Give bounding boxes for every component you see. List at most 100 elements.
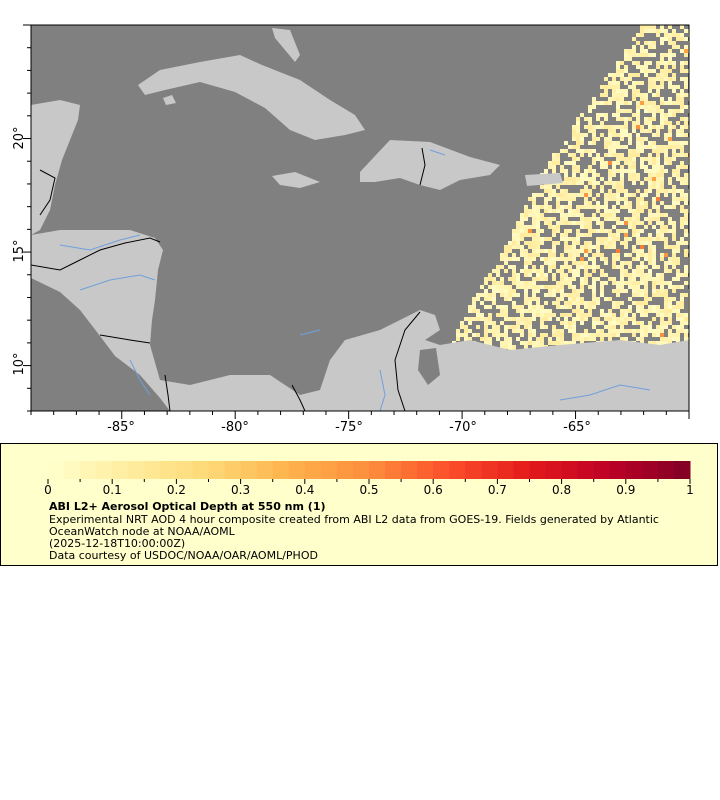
aod-pixel xyxy=(632,317,636,321)
aod-pixel xyxy=(552,245,556,249)
aod-pixel xyxy=(680,181,684,185)
aod-pixel xyxy=(652,289,656,293)
aod-pixel xyxy=(640,277,644,281)
aod-pixel xyxy=(636,209,640,213)
aod-pixel xyxy=(668,125,672,129)
colorbar-cell xyxy=(577,461,595,479)
aod-pixel xyxy=(668,189,672,193)
aod-pixel xyxy=(672,253,676,257)
aod-pixel xyxy=(620,129,624,133)
aod-pixel xyxy=(544,249,548,253)
aod-pixel xyxy=(608,137,612,141)
aod-pixel xyxy=(660,169,664,173)
aod-pixel xyxy=(644,309,648,313)
aod-pixel xyxy=(636,101,640,105)
aod-pixel xyxy=(552,241,556,245)
aod-pixel xyxy=(548,193,552,197)
aod-pixel xyxy=(584,177,588,181)
aod-pixel xyxy=(532,309,536,313)
aod-pixel xyxy=(456,329,460,333)
aod-pixel xyxy=(672,225,676,229)
aod-pixel xyxy=(656,309,660,313)
aod-pixel xyxy=(568,205,572,209)
aod-pixel xyxy=(652,149,656,153)
aod-pixel xyxy=(652,77,656,81)
aod-pixel xyxy=(596,205,600,209)
aod-pixel xyxy=(512,233,516,237)
aod-pixel xyxy=(528,273,532,277)
aod-pixel xyxy=(520,281,524,285)
aod-pixel xyxy=(572,321,576,325)
aod-pixel xyxy=(568,177,572,181)
aod-pixel xyxy=(672,265,676,269)
aod-pixel xyxy=(648,157,652,161)
aod-pixel xyxy=(580,341,584,345)
aod-pixel xyxy=(604,257,608,261)
aod-pixel xyxy=(608,321,612,325)
aod-pixel xyxy=(616,125,620,129)
aod-pixel xyxy=(580,149,584,153)
aod-pixel xyxy=(604,197,608,201)
aod-pixel xyxy=(540,193,544,197)
aod-pixel xyxy=(656,181,660,185)
aod-pixel xyxy=(604,237,608,241)
aod-pixel xyxy=(564,149,568,153)
aod-pixel xyxy=(652,101,656,105)
aod-pixel xyxy=(660,109,664,113)
aod-pixel xyxy=(516,225,520,229)
aod-pixel xyxy=(668,229,672,233)
aod-pixel xyxy=(624,321,628,325)
aod-pixel xyxy=(680,65,684,69)
aod-pixel xyxy=(604,313,608,317)
aod-pixel xyxy=(676,101,680,105)
aod-pixel xyxy=(576,313,580,317)
aod-pixel xyxy=(644,265,648,269)
aod-pixel xyxy=(664,289,668,293)
aod-pixel xyxy=(616,249,620,253)
aod-pixel xyxy=(472,317,476,321)
aod-pixel xyxy=(660,37,664,41)
aod-pixel xyxy=(628,161,632,165)
aod-pixel xyxy=(568,161,572,165)
aod-pixel xyxy=(508,337,512,341)
aod-pixel xyxy=(560,169,564,173)
aod-pixel xyxy=(668,285,672,289)
colorbar-cell xyxy=(561,461,579,479)
aod-pixel xyxy=(612,333,616,337)
aod-pixel xyxy=(528,305,532,309)
aod-pixel xyxy=(652,217,656,221)
aod-pixel xyxy=(676,121,680,125)
aod-pixel xyxy=(680,241,684,245)
aod-pixel xyxy=(632,193,636,197)
aod-pixel xyxy=(616,329,620,333)
aod-pixel xyxy=(680,301,684,305)
aod-pixel xyxy=(508,289,512,293)
aod-pixel xyxy=(672,337,676,341)
aod-pixel xyxy=(680,101,684,105)
aod-pixel xyxy=(568,193,572,197)
aod-pixel xyxy=(520,213,524,217)
aod-pixel xyxy=(544,221,548,225)
aod-pixel xyxy=(592,301,596,305)
aod-pixel xyxy=(652,253,656,257)
aod-pixel xyxy=(488,297,492,301)
aod-pixel xyxy=(512,241,516,245)
aod-pixel xyxy=(656,157,660,161)
aod-pixel xyxy=(500,285,504,289)
aod-pixel xyxy=(632,257,636,261)
aod-pixel xyxy=(468,305,472,309)
aod-pixel xyxy=(584,281,588,285)
aod-pixel xyxy=(576,213,580,217)
aod-pixel xyxy=(588,125,592,129)
aod-pixel xyxy=(524,213,528,217)
aod-pixel xyxy=(588,309,592,313)
aod-pixel xyxy=(648,305,652,309)
aod-pixel xyxy=(676,301,680,305)
aod-pixel xyxy=(612,253,616,257)
aod-pixel xyxy=(672,145,676,149)
aod-pixel xyxy=(608,173,612,177)
aod-pixel xyxy=(636,337,640,341)
aod-pixel xyxy=(612,153,616,157)
aod-pixel xyxy=(548,237,552,241)
aod-pixel xyxy=(552,209,556,213)
